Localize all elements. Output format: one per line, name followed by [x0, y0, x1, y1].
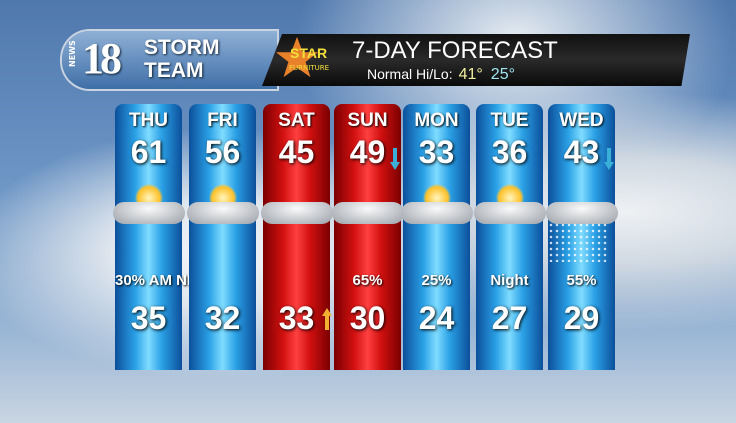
day-column-tue: TUE 36 Night 27 — [474, 104, 546, 370]
page-title: 7-DAY FORECAST — [352, 37, 558, 64]
low-temp: 29 — [563, 300, 600, 336]
low-temp: 32 — [204, 300, 241, 336]
falling-arrow-icon — [390, 148, 400, 170]
high-temp: 36 — [491, 134, 528, 170]
low-temp: 30 — [349, 300, 386, 336]
day-label: THU — [128, 110, 169, 131]
sponsor-name: STAR — [290, 45, 328, 61]
day-label: SUN — [347, 110, 388, 131]
brand-line-2: TEAM — [144, 59, 204, 82]
normal-label: Normal Hi/Lo: — [367, 66, 453, 82]
cloudy-rain-icon — [326, 182, 409, 227]
sponsor-subtitle: FURNITURE — [289, 64, 330, 72]
precip-note: 25% — [421, 272, 452, 289]
normal-hi-lo: Normal Hi/Lo: 41° 25° — [367, 66, 515, 84]
station-logo: 18 NEWS STORM TEAM — [62, 31, 277, 89]
day-column-wed: WED 43 55% 29 — [546, 104, 618, 370]
day-column-sat: SAT 45 33 — [261, 104, 333, 370]
day-label: WED — [559, 110, 604, 131]
partly-sunny-icon — [181, 182, 264, 227]
star-icon — [275, 36, 319, 78]
forecast-header: 18 NEWS STORM TEAM STAR FURNITURE 7-DAY F… — [62, 31, 692, 89]
cloudy-icon — [255, 182, 338, 227]
low-temp: 33 — [278, 300, 315, 336]
brand-name: STORM TEAM — [144, 36, 219, 82]
precip-note: 65% — [352, 272, 383, 289]
partly-sunny-icon — [107, 182, 190, 227]
falling-arrow-icon — [604, 148, 614, 170]
precip-note: 30% AM NE — [115, 272, 197, 289]
station-number: 18 — [82, 34, 122, 83]
cloudy-snow-icon — [540, 182, 623, 262]
day-label: SAT — [278, 110, 315, 131]
high-temp: 45 — [278, 134, 315, 170]
partly-sunny-icon — [468, 182, 551, 227]
high-temp: 33 — [418, 134, 455, 170]
low-temp: 35 — [130, 300, 167, 336]
high-temp: 61 — [130, 134, 167, 170]
high-temp: 56 — [204, 134, 241, 170]
day-column-sun: SUN 49 65% 30 — [332, 104, 404, 370]
station-prefix: NEWS — [68, 40, 77, 67]
rising-arrow-icon — [322, 308, 332, 330]
precip-note: 55% — [566, 272, 597, 289]
day-label: FRI — [207, 110, 238, 131]
day-column-thu: THU 61 30% AM NE 35 — [113, 104, 197, 370]
low-temp: 27 — [491, 300, 528, 336]
day-column-fri: FRI 56 32 — [187, 104, 259, 370]
high-temp: 49 — [349, 134, 386, 170]
precip-note: Night — [490, 272, 529, 289]
title-bar — [262, 34, 690, 86]
normal-lo: 25° — [490, 66, 515, 83]
high-temp: 43 — [563, 134, 600, 170]
partly-sunny-icon — [395, 182, 478, 227]
day-label: MON — [414, 110, 459, 131]
normal-hi: 41° — [458, 66, 483, 83]
low-temp: 24 — [418, 300, 455, 336]
day-column-mon: MON 33 25% 24 — [401, 104, 473, 370]
day-label: TUE — [490, 110, 529, 131]
brand-line-1: STORM — [144, 36, 220, 59]
